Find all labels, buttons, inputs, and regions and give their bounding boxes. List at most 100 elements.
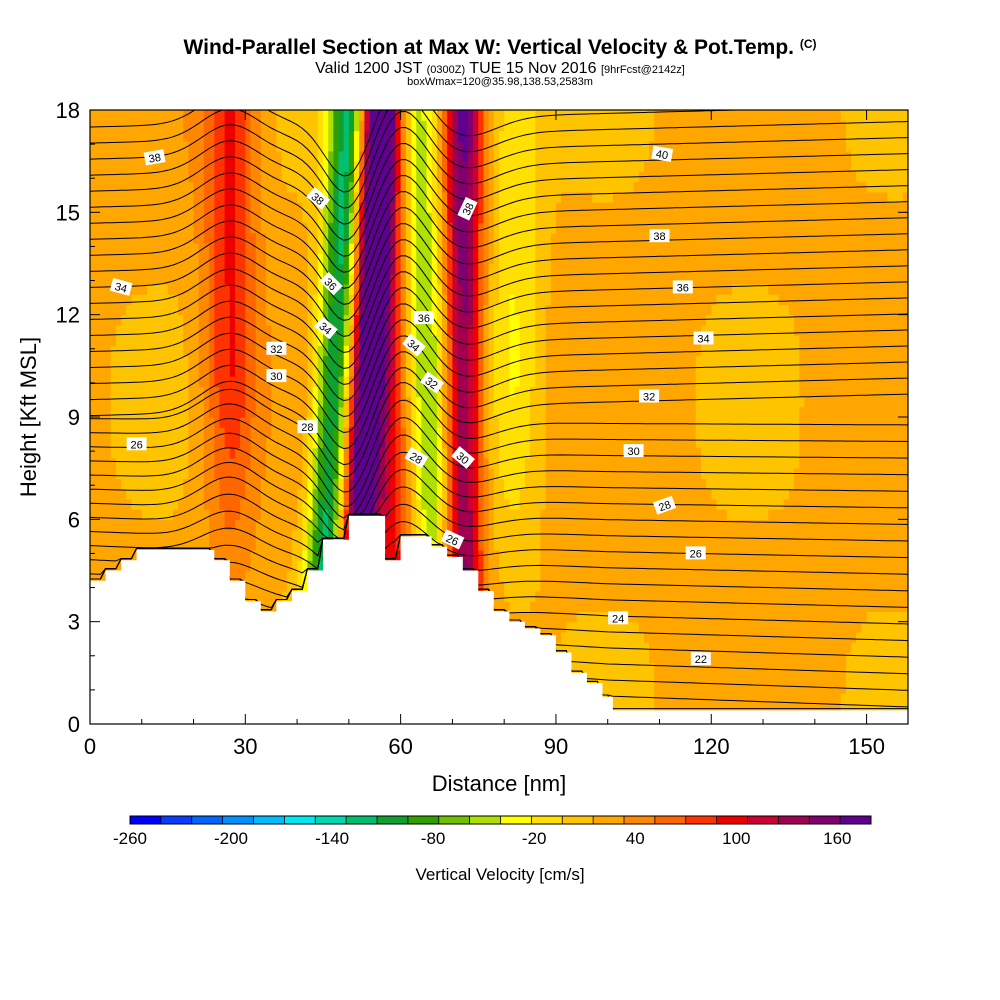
velocity-cell — [276, 191, 283, 203]
velocity-cell — [369, 345, 376, 357]
velocity-cell — [172, 294, 179, 305]
velocity-cell — [499, 560, 505, 572]
velocity-cell — [281, 550, 288, 561]
velocity-cell — [374, 498, 381, 510]
velocity-cell — [203, 314, 210, 326]
velocity-cell — [390, 324, 397, 336]
velocity-cell — [509, 273, 516, 285]
velocity-cell — [374, 365, 381, 377]
velocity-cell — [483, 417, 490, 428]
velocity-cell — [416, 478, 422, 490]
velocity-cell — [390, 110, 397, 121]
velocity-cell — [499, 161, 505, 172]
velocity-cell — [183, 130, 189, 142]
velocity-cell — [235, 509, 241, 520]
velocity-cell — [514, 580, 521, 592]
velocity-cell — [462, 284, 469, 295]
velocity-cell — [436, 406, 443, 418]
velocity-cell — [483, 396, 490, 408]
velocity-cell — [281, 171, 288, 183]
velocity-cell — [240, 335, 246, 346]
velocity-cell — [183, 314, 189, 326]
velocity-cell — [157, 488, 164, 500]
velocity-cell — [271, 314, 277, 326]
velocity-cell — [286, 570, 293, 582]
velocity-cell — [95, 110, 101, 121]
velocity-cell — [146, 222, 153, 234]
velocity-cell — [431, 427, 438, 438]
velocity-cell — [493, 273, 500, 285]
velocity-cell — [411, 324, 417, 336]
velocity-cell — [245, 498, 252, 510]
velocity-cell — [224, 550, 231, 561]
velocity-cell — [338, 232, 345, 244]
velocity-cell — [131, 171, 138, 183]
velocity-cell — [188, 457, 195, 469]
velocity-cell — [312, 120, 319, 131]
velocity-cell — [436, 335, 443, 346]
velocity-cell — [457, 150, 464, 162]
velocity-cell — [462, 253, 469, 265]
velocity-cell — [110, 386, 117, 398]
velocity-cell — [478, 509, 485, 520]
velocity-cell — [302, 550, 309, 561]
velocity-cell — [193, 427, 200, 438]
velocity-cell — [224, 509, 231, 520]
velocity-cell — [328, 355, 334, 367]
velocity-cell — [302, 212, 309, 224]
velocity-cell — [395, 406, 402, 418]
velocity-cell — [131, 150, 138, 162]
velocity-cell — [214, 478, 221, 490]
velocity-cell — [421, 304, 428, 316]
velocity-cell — [359, 314, 365, 326]
velocity-cell — [131, 519, 138, 531]
velocity-cell — [405, 150, 412, 162]
velocity-cell — [395, 345, 402, 357]
velocity-cell — [271, 580, 277, 592]
velocity-cell — [493, 324, 500, 336]
velocity-cell — [286, 529, 293, 541]
velocity-cell — [188, 529, 195, 541]
velocity-cell — [121, 335, 127, 346]
velocity-cell — [167, 406, 174, 418]
velocity-cell — [452, 253, 459, 265]
velocity-cell — [416, 130, 422, 142]
velocity-cell — [452, 417, 459, 428]
velocity-cell — [514, 243, 521, 254]
velocity-cell — [131, 191, 138, 203]
velocity-cell — [214, 529, 221, 541]
velocity-cell — [483, 488, 490, 500]
velocity-cell — [152, 130, 158, 142]
velocity-cell — [405, 304, 412, 316]
velocity-cell — [348, 222, 355, 234]
velocity-cell — [504, 539, 510, 551]
velocity-cell — [209, 294, 215, 305]
velocity-cell — [105, 509, 112, 520]
velocity-cell — [95, 140, 101, 152]
velocity-cell — [514, 202, 521, 213]
velocity-cell — [240, 437, 246, 449]
velocity-cell — [152, 457, 158, 469]
velocity-cell — [245, 335, 252, 346]
velocity-cell — [110, 550, 117, 561]
velocity-cell — [157, 202, 164, 213]
velocity-cell — [203, 376, 210, 387]
velocity-cell — [260, 529, 267, 541]
velocity-cell — [235, 212, 241, 224]
velocity-cell — [405, 345, 412, 357]
velocity-cell — [229, 406, 236, 418]
velocity-cell — [240, 345, 246, 357]
velocity-cell — [115, 365, 122, 377]
velocity-cell — [121, 468, 127, 479]
velocity-cell — [338, 376, 345, 387]
velocity-cell — [136, 386, 143, 398]
velocity-cell — [178, 284, 184, 295]
velocity-cell — [431, 284, 438, 295]
velocity-cell — [95, 539, 101, 551]
velocity-cell — [115, 171, 122, 183]
velocity-cell — [400, 488, 407, 500]
velocity-cell — [240, 324, 246, 336]
velocity-cell — [462, 529, 469, 541]
velocity-cell — [323, 447, 329, 459]
velocity-cell — [110, 110, 117, 121]
